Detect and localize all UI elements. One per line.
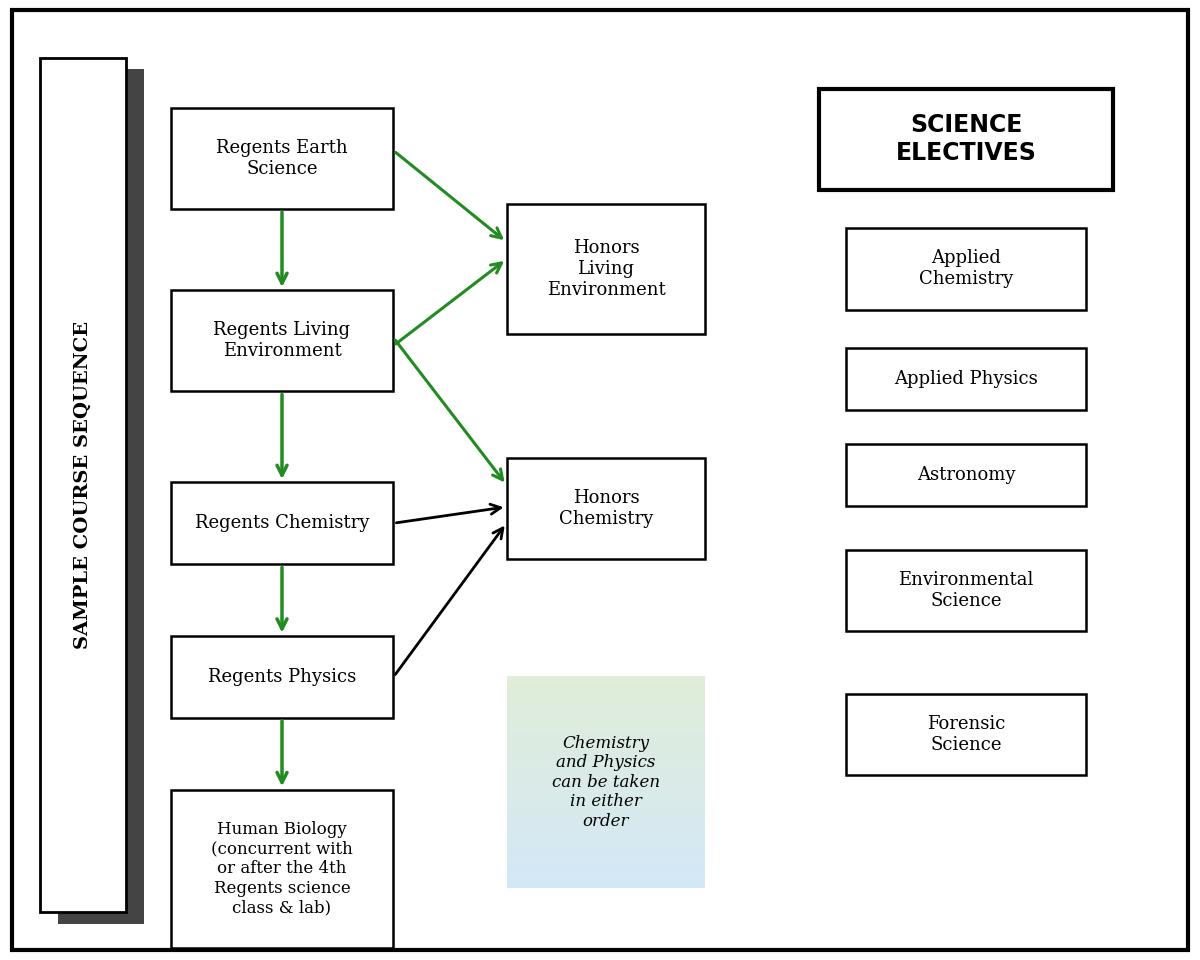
Text: Human Biology
(concurrent with
or after the 4th
Regents science
class & lab): Human Biology (concurrent with or after … <box>211 821 353 917</box>
Bar <box>508 204 706 334</box>
Text: Environmental
Science: Environmental Science <box>899 571 1033 610</box>
Text: Regents Chemistry: Regents Chemistry <box>194 515 370 532</box>
Bar <box>170 108 394 209</box>
Text: Regents Living
Environment: Regents Living Environment <box>214 322 350 360</box>
Text: SCIENCE
ELECTIVES: SCIENCE ELECTIVES <box>895 113 1037 165</box>
Bar <box>508 459 706 559</box>
Text: SAMPLE COURSE SEQUENCE: SAMPLE COURSE SEQUENCE <box>74 321 92 649</box>
Text: Astronomy: Astronomy <box>917 467 1015 484</box>
Bar <box>820 89 1114 190</box>
Text: Applied
Chemistry: Applied Chemistry <box>919 250 1013 288</box>
Text: Regents Earth
Science: Regents Earth Science <box>216 139 348 178</box>
Bar <box>846 348 1086 411</box>
Text: Applied Physics: Applied Physics <box>894 371 1038 388</box>
Bar <box>40 58 126 912</box>
Text: Forensic
Science: Forensic Science <box>926 715 1006 754</box>
Bar <box>170 636 394 718</box>
Bar <box>846 228 1086 309</box>
Bar <box>846 549 1086 632</box>
Text: Chemistry
and Physics
can be taken
in either
order: Chemistry and Physics can be taken in ei… <box>552 734 660 830</box>
Bar <box>170 482 394 564</box>
Text: Honors
Chemistry: Honors Chemistry <box>559 490 653 528</box>
Bar <box>846 693 1086 776</box>
Bar <box>170 290 394 392</box>
Bar <box>58 69 144 924</box>
Bar <box>846 444 1086 507</box>
Bar <box>170 789 394 948</box>
Text: Regents Physics: Regents Physics <box>208 668 356 685</box>
Text: Honors
Living
Environment: Honors Living Environment <box>547 239 665 299</box>
